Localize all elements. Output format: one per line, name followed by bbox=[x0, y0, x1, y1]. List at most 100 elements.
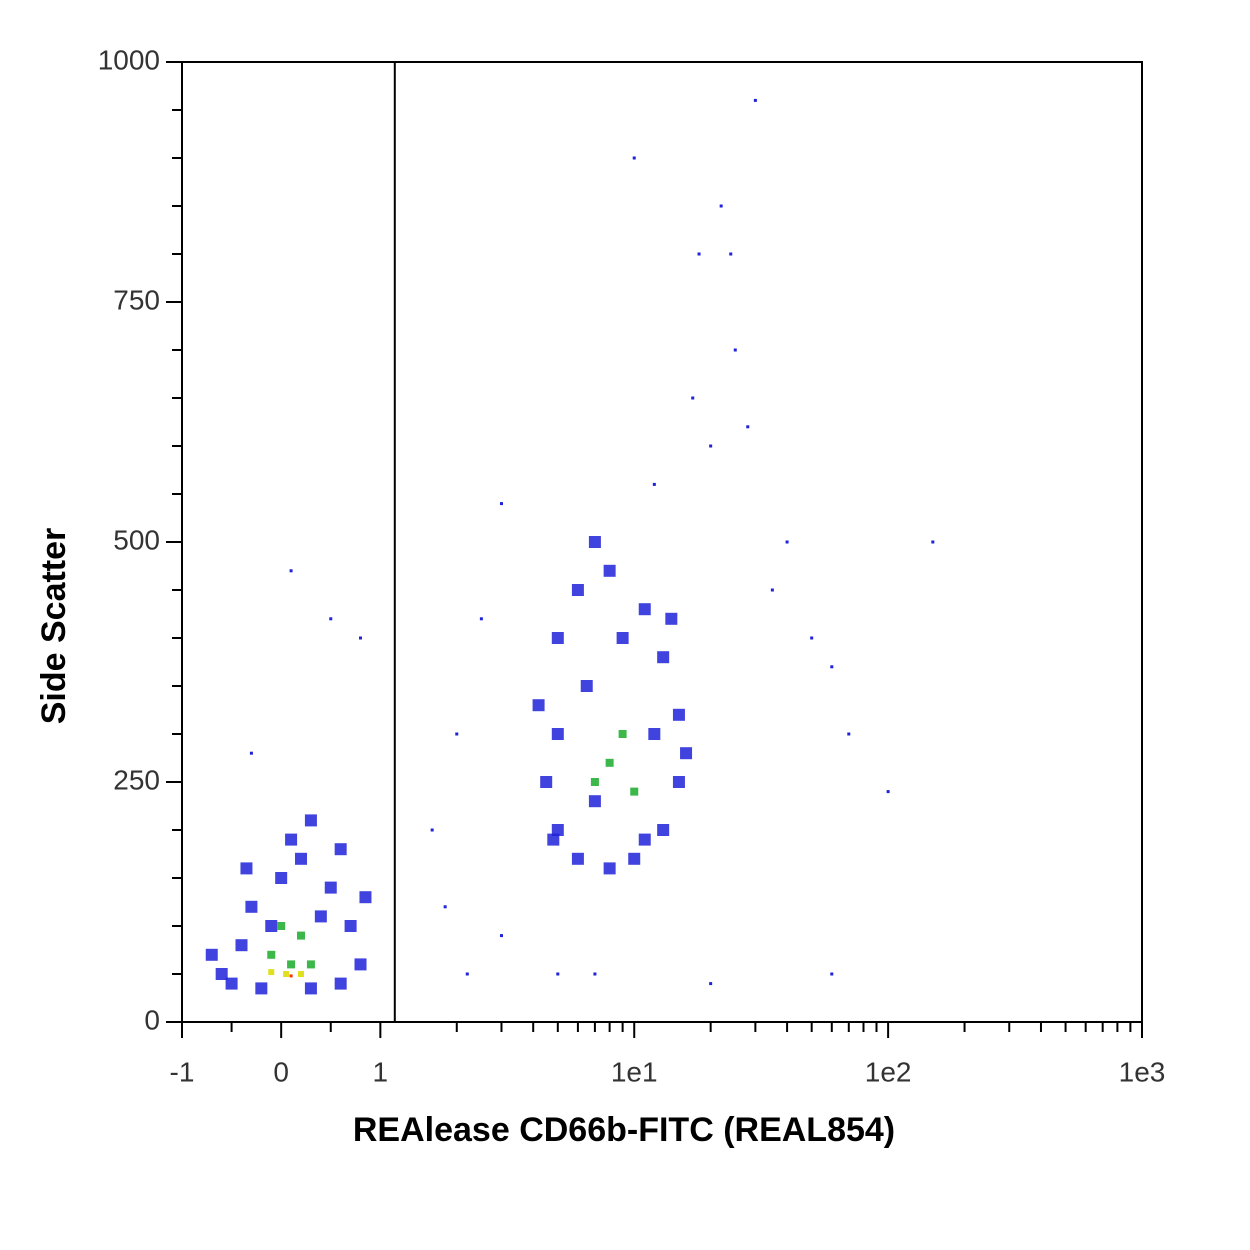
data-point bbox=[588, 536, 601, 548]
data-point bbox=[215, 968, 228, 980]
data-point bbox=[334, 977, 347, 990]
data-point bbox=[344, 920, 357, 932]
data-point bbox=[283, 971, 290, 977]
data-point bbox=[297, 931, 306, 940]
data-point bbox=[205, 948, 218, 961]
data-point bbox=[298, 971, 305, 977]
x-tick-label: -1 bbox=[170, 1056, 195, 1087]
data-point bbox=[672, 708, 685, 721]
data-point bbox=[532, 699, 545, 712]
data-point bbox=[605, 758, 614, 767]
data-point bbox=[590, 778, 599, 786]
data-point bbox=[289, 974, 293, 978]
data-point bbox=[618, 730, 627, 738]
data-point bbox=[499, 934, 503, 938]
data-point bbox=[265, 920, 278, 932]
data-point bbox=[295, 852, 308, 865]
data-point bbox=[733, 348, 737, 352]
data-point bbox=[632, 156, 636, 160]
data-point bbox=[240, 862, 253, 875]
data-point bbox=[551, 632, 564, 644]
data-point bbox=[630, 787, 639, 796]
data-point bbox=[638, 603, 651, 616]
data-point bbox=[657, 824, 670, 836]
data-point bbox=[680, 747, 693, 760]
data-point bbox=[847, 732, 851, 736]
data-point bbox=[652, 482, 656, 486]
data-point bbox=[359, 891, 372, 904]
data-point bbox=[571, 852, 584, 865]
data-point bbox=[245, 900, 258, 913]
y-tick-label: 1000 bbox=[98, 44, 160, 75]
data-point bbox=[657, 651, 670, 664]
x-tick-label: 1e2 bbox=[865, 1056, 912, 1087]
data-point bbox=[479, 617, 483, 621]
x-tick-label: 1e3 bbox=[1119, 1056, 1166, 1087]
data-point bbox=[719, 204, 723, 208]
data-point bbox=[603, 564, 616, 577]
points bbox=[205, 98, 935, 995]
data-point bbox=[571, 584, 584, 596]
x-tick-label: 0 bbox=[273, 1056, 289, 1087]
data-point bbox=[810, 636, 814, 640]
data-point bbox=[277, 922, 286, 930]
data-point bbox=[746, 425, 750, 429]
y-tick-label: 750 bbox=[113, 284, 160, 315]
data-point bbox=[430, 828, 434, 832]
data-point bbox=[306, 960, 315, 969]
data-point bbox=[547, 833, 560, 846]
data-point bbox=[268, 969, 275, 976]
y-axis-title: Side Scatter bbox=[35, 528, 73, 725]
data-point bbox=[354, 958, 367, 971]
data-point bbox=[709, 444, 713, 448]
data-point bbox=[235, 939, 248, 952]
plot-frame bbox=[181, 61, 1143, 1023]
data-point bbox=[225, 977, 238, 990]
data-point bbox=[314, 910, 327, 923]
data-point bbox=[830, 972, 834, 976]
data-point bbox=[304, 814, 317, 827]
data-point bbox=[267, 950, 276, 959]
data-point bbox=[665, 612, 678, 625]
data-point bbox=[540, 776, 553, 788]
data-point bbox=[465, 972, 469, 976]
data-point bbox=[628, 852, 641, 865]
data-point bbox=[329, 617, 333, 621]
data-point bbox=[556, 972, 560, 976]
data-point bbox=[830, 665, 834, 669]
data-point bbox=[709, 982, 713, 986]
data-point bbox=[753, 98, 757, 102]
data-point bbox=[289, 569, 293, 573]
data-point bbox=[443, 905, 447, 909]
data-point bbox=[697, 252, 701, 256]
x-axis-title: REAlease CD66b-FITC (REAL854) bbox=[353, 1111, 895, 1149]
data-point bbox=[588, 795, 601, 808]
data-point bbox=[931, 540, 935, 544]
data-point bbox=[616, 632, 629, 644]
data-point bbox=[304, 982, 317, 995]
data-point bbox=[580, 680, 593, 692]
data-point bbox=[551, 728, 564, 740]
data-point bbox=[691, 396, 695, 400]
data-point bbox=[551, 824, 564, 836]
data-point bbox=[886, 790, 890, 794]
y-tick-label: 250 bbox=[113, 764, 160, 795]
data-point bbox=[729, 252, 733, 256]
x-tick-label: 1 bbox=[373, 1056, 389, 1087]
data-point bbox=[603, 862, 616, 875]
data-point bbox=[770, 588, 774, 592]
data-point bbox=[275, 872, 288, 884]
data-point bbox=[334, 843, 347, 856]
data-point bbox=[672, 776, 685, 788]
data-point bbox=[285, 833, 298, 846]
data-point bbox=[499, 502, 503, 506]
data-point bbox=[638, 833, 651, 846]
y-tick-label: 500 bbox=[113, 524, 160, 555]
data-point bbox=[324, 881, 337, 894]
x-tick-label: 1e1 bbox=[611, 1056, 658, 1087]
y-tick-label: 0 bbox=[144, 1004, 160, 1035]
data-point bbox=[785, 540, 789, 544]
data-point bbox=[455, 732, 459, 736]
data-point bbox=[593, 972, 597, 976]
